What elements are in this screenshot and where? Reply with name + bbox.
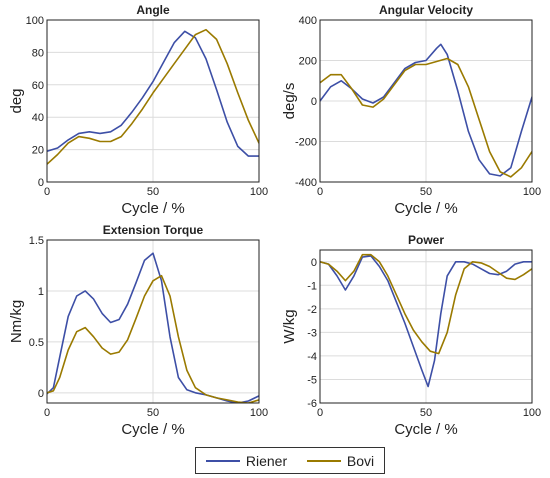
angle-xtick-label: 100 <box>250 186 268 198</box>
extension-torque-xlabel: Cycle / % <box>121 421 184 438</box>
angular-velocity-xtick-label: 0 <box>317 186 323 198</box>
panel-extension-torque: 0 50 100 0 0.5 1 1.5 Extension Torque Cycle / % N… <box>8 223 268 438</box>
angle-ytick-label: 0 <box>38 177 44 189</box>
extension-torque-ylabel: Nm/kg <box>8 300 25 343</box>
angle-ytick-label: 40 <box>32 112 44 124</box>
power-ytick-label: 0 <box>311 257 317 269</box>
extension-torque-ytick-label: 1.5 <box>29 235 44 247</box>
extension-torque-xtick-label: 0 <box>44 407 50 419</box>
angle-ylabel: deg <box>8 88 25 113</box>
power-xtick-label: 100 <box>523 407 541 419</box>
power-xlabel: Cycle / % <box>394 421 457 438</box>
power-ytick-label: -6 <box>307 398 317 410</box>
angle-ytick-label: 60 <box>32 80 44 92</box>
extension-torque-xtick-label: 100 <box>250 407 268 419</box>
panel-angular-velocity: 0 50 100 -400 -200 0 200 400 Angular Velocity Cyc… <box>281 3 541 217</box>
angle-xtick-label: 50 <box>147 186 159 198</box>
panel-power: 0 50 100 -6 -5 -4 -3 -2 -1 0 Power Cycle / % W/kg <box>281 233 541 438</box>
angle-xlabel: Cycle / % <box>121 200 184 217</box>
power-ytick-label: -1 <box>307 280 317 292</box>
angle-ytick-label: 80 <box>32 47 44 59</box>
legend-swatch-riener <box>205 459 240 462</box>
angular-velocity-axes-frame <box>319 19 533 183</box>
legend: Riener Bovi <box>195 447 385 474</box>
extension-torque-ytick-label: 0.5 <box>29 337 44 349</box>
power-ytick-label: -2 <box>307 304 317 316</box>
angle-series-riener <box>47 30 259 157</box>
extension-torque-title: Extension Torque <box>103 223 204 237</box>
angle-axes-frame <box>46 19 260 183</box>
angular-velocity-ytick-label: -400 <box>295 177 317 189</box>
extension-torque-axes-frame <box>46 239 260 404</box>
legend-entry-bovi: Bovi <box>306 452 375 469</box>
angle-title: Angle <box>136 3 170 17</box>
legend-label-bovi: Bovi <box>346 452 375 469</box>
angular-velocity-series-riener <box>320 43 532 177</box>
angular-velocity-ytick-label: 200 <box>299 56 317 68</box>
legend-swatch-bovi <box>306 459 341 462</box>
extension-torque-ytick-label: 1 <box>38 286 44 298</box>
power-series-bovi <box>320 253 532 355</box>
extension-torque-series-bovi <box>47 274 259 403</box>
angular-velocity-title: Angular Velocity <box>379 3 473 17</box>
angular-velocity-ytick-label: -200 <box>295 137 317 149</box>
extension-torque-ytick-label: 0 <box>38 388 44 400</box>
angular-velocity-xlabel: Cycle / % <box>394 200 457 217</box>
legend-entry-riener: Riener <box>205 452 288 469</box>
power-ytick-label: -4 <box>307 351 317 363</box>
angular-velocity-ytick-label: 0 <box>311 96 317 108</box>
panel-angle: 0 50 100 0 20 40 60 80 100 Angle Cycle / % deg <box>8 3 268 217</box>
legend-label-riener: Riener <box>245 452 288 469</box>
angular-velocity-xtick-label: 50 <box>420 186 432 198</box>
power-xtick-label: 0 <box>317 407 323 419</box>
angular-velocity-ylabel: deg/s <box>281 83 298 120</box>
power-ytick-label: -5 <box>307 374 317 386</box>
power-series-riener <box>320 255 532 388</box>
angle-xtick-label: 0 <box>44 186 50 198</box>
power-xtick-label: 50 <box>420 407 432 419</box>
angle-ytick-label: 100 <box>26 15 44 27</box>
power-title: Power <box>408 233 444 247</box>
angular-velocity-series-bovi <box>320 57 532 178</box>
power-ylabel: W/kg <box>281 309 298 343</box>
power-axes-frame <box>319 249 533 404</box>
angle-ytick-label: 20 <box>32 145 44 157</box>
angular-velocity-ytick-label: 400 <box>299 15 317 27</box>
angular-velocity-xtick-label: 100 <box>523 186 541 198</box>
power-ytick-label: -3 <box>307 327 317 339</box>
angle-series-bovi <box>47 28 259 165</box>
extension-torque-xtick-label: 50 <box>147 407 159 419</box>
